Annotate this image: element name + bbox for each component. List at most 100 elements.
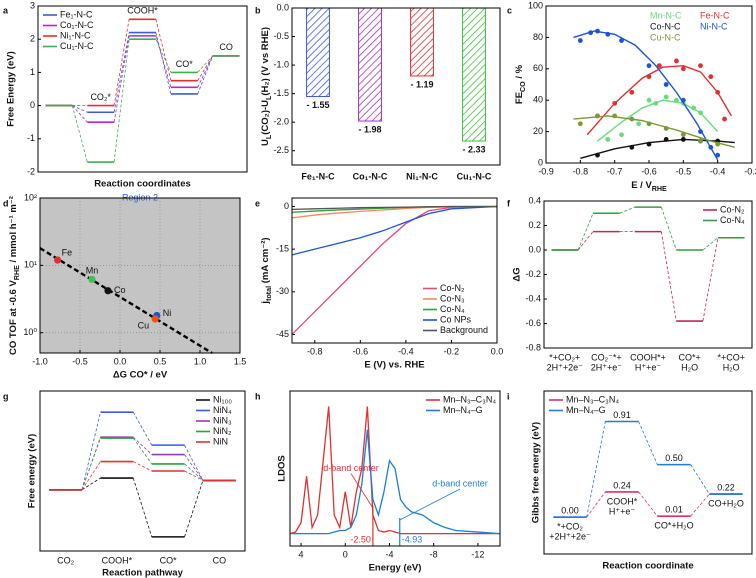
point	[612, 113, 618, 119]
y-tick-label: 0	[30, 100, 35, 110]
y-tick-label: -0.2	[525, 269, 541, 279]
point	[595, 28, 600, 34]
point	[54, 256, 62, 264]
plot-background	[40, 198, 240, 353]
connector	[71, 105, 88, 123]
legend-label: Co-N₂	[720, 204, 745, 214]
y-tick-label: -2.5	[273, 145, 289, 155]
legend-label: Co-N₂	[440, 283, 465, 293]
x-tick-label: -0.4	[710, 166, 726, 176]
y-tick-label: 0	[284, 201, 289, 211]
y-tick-label: 3	[30, 0, 35, 10]
category-label: H⁺+e⁻	[635, 362, 662, 372]
text-part: / %	[514, 64, 525, 81]
panel: h 4 0 -4 -8 -12 -2.50 -4.93 d-band center d-band …	[255, 390, 501, 574]
x-tick-label: Cu₁-N-C	[457, 171, 492, 181]
connector	[155, 39, 172, 73]
point	[646, 74, 652, 80]
y-tick-label: 2	[30, 34, 35, 44]
x-axis-label: Energy (eV)	[369, 563, 422, 574]
text-part: L	[265, 134, 273, 139]
legend-label: Co-N-C	[650, 21, 681, 31]
legend-label: Mn–N₃–C₃N₄	[566, 394, 619, 404]
x-tick-label: -0.6	[353, 346, 369, 356]
connector	[132, 411, 153, 446]
legend-label: Mn–N₃–C₃N₄	[443, 394, 496, 404]
point	[646, 97, 652, 103]
panel-letter: b	[255, 5, 261, 15]
x-tick-label: Fe₁-N-C	[301, 171, 335, 181]
bar	[410, 7, 434, 77]
annotation-arrow	[350, 473, 374, 509]
category-label: H₂O	[723, 362, 740, 372]
y-tick-label: -0.4	[525, 293, 541, 303]
point	[595, 152, 600, 158]
x-tick-label: -1.0	[32, 356, 48, 366]
panel-letter: a	[3, 5, 9, 15]
text-part: FE	[514, 92, 525, 104]
category-label: CO	[219, 42, 233, 52]
point	[663, 94, 669, 100]
x-tick-label: -12	[471, 549, 484, 559]
panel: a -2 -1 0 1 2 3 CO₂* COOH* CO* CO Fe₁-N-CCo₁-N-CNi₁…	[3, 0, 248, 190]
x-tick-label: -0.2	[444, 346, 460, 356]
x-axis-label: E / VRHE	[631, 180, 667, 193]
series-line	[291, 205, 498, 335]
legend-label: Cu₁-N-C	[60, 41, 94, 51]
bar	[358, 7, 382, 122]
y-tick-label: -1.0	[273, 59, 289, 69]
point	[691, 105, 697, 111]
legend-label: Ni₁-N-C	[60, 30, 91, 40]
y-tick-label: -2.0	[273, 117, 289, 127]
point	[88, 275, 96, 283]
panel-letter: g	[3, 391, 9, 401]
y-tick-label: -0.6	[525, 318, 541, 328]
connector	[197, 55, 214, 73]
text-part: (H₂) (V vs RHE)	[260, 27, 271, 96]
y-tick-label: -15	[276, 244, 289, 254]
value-label: 0.91	[613, 410, 631, 420]
point	[680, 137, 686, 142]
panel: d 10⁰ 10¹ 10² -1.0 -0.5 0.0 0.5 1.0 1.5 Fe Mn Co Ni Cu…	[3, 192, 246, 380]
y-tick-label: 0	[538, 157, 543, 167]
legend-label: Ni₁₀₀	[213, 394, 232, 404]
legend-label: Background	[440, 325, 488, 335]
category-label: CO₂*	[90, 92, 111, 102]
value-label: 0.50	[665, 453, 683, 463]
x-axis-label: Reaction coordinates	[94, 179, 191, 190]
y-tick-label: 10¹	[24, 260, 37, 270]
point	[680, 132, 686, 138]
panel: b 0.0 -0.5 -1.0 -1.5 -2.0 -2.5 - 1.55 Fe₁-N-C - 1…	[255, 2, 501, 181]
point	[629, 116, 635, 122]
x-axis-label: E (V) vs. RHE	[364, 360, 424, 371]
category-label: H₂O	[681, 362, 698, 372]
connector	[133, 461, 152, 472]
legend-label: Ni-N-C	[700, 21, 728, 31]
plot-frame	[291, 7, 501, 166]
series-line	[291, 205, 497, 211]
x-tick-label: Ni₁-N-C	[406, 171, 438, 181]
point	[588, 30, 594, 36]
x-tick-label: -0.5	[72, 356, 88, 366]
y-tick-label: 10⁰	[23, 327, 37, 337]
y-axis-label: Free Energy (eV)	[6, 51, 17, 127]
bar	[306, 7, 330, 97]
connector	[184, 470, 204, 481]
connector	[155, 35, 172, 88]
point	[629, 89, 635, 95]
legend-label: Cu-N-C	[650, 32, 681, 42]
category-label: COOH*	[127, 6, 158, 16]
value-label: 0.24	[613, 480, 631, 490]
y-tick-label: -0.8	[525, 342, 541, 352]
bar	[462, 7, 486, 142]
point	[577, 121, 583, 127]
panel-letter: c	[507, 5, 512, 15]
plot-frame	[291, 197, 498, 344]
text-part: E / V	[631, 180, 652, 191]
category-label: CO+H₂O	[708, 498, 744, 508]
x-tick-label: -8	[430, 549, 438, 559]
connector	[577, 231, 594, 251]
connector	[155, 32, 172, 95]
legend-label: Co-N₄	[440, 304, 465, 314]
plot-frame	[39, 197, 241, 354]
